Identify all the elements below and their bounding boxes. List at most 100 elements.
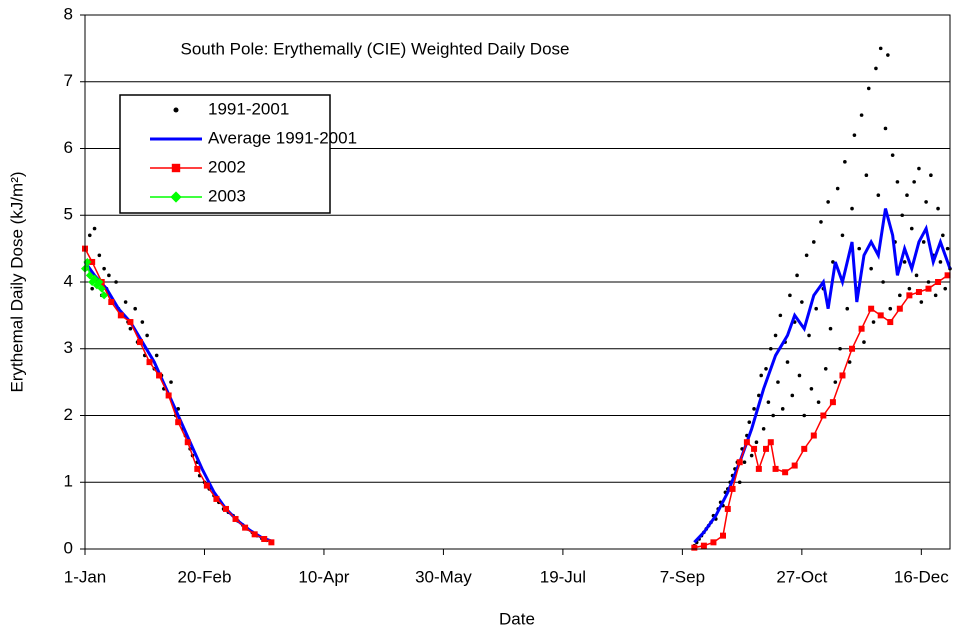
point [780,407,785,411]
x-tick-label: 30-May [415,567,472,586]
point [763,445,770,452]
point [909,226,914,231]
point [941,233,945,238]
point [925,285,932,292]
point [878,46,883,51]
point [896,305,903,312]
point [852,133,857,137]
x-tick-label: 7-Sep [660,567,705,586]
point [933,293,938,298]
point [710,539,717,546]
point [761,427,766,431]
point [888,306,893,311]
point [128,326,133,331]
point [847,360,852,364]
point [814,306,818,311]
point [871,320,876,324]
point [858,325,865,332]
point [719,532,726,539]
point [800,300,804,304]
point [95,278,104,286]
y-tick-label: 6 [64,138,73,157]
point [772,465,779,472]
point [850,206,854,211]
point [773,333,778,338]
point [816,400,821,404]
point [810,432,817,439]
point [724,505,731,512]
y-tick-label: 7 [64,71,73,90]
point [97,284,106,293]
point [900,213,905,218]
point [251,531,258,538]
point [935,279,942,285]
plot-border [84,14,951,550]
point [117,312,124,319]
point [905,193,909,198]
point [917,166,921,171]
point [839,372,846,379]
point [938,260,943,264]
point [232,515,239,522]
point [912,180,916,184]
point [146,359,153,366]
y-tick-label: 5 [64,205,73,224]
point [881,280,885,284]
point [801,445,808,452]
point [823,366,828,371]
point [820,412,827,419]
point [771,413,775,418]
point [795,273,799,278]
y-tick-label: 3 [64,338,73,357]
point [108,299,115,306]
point [926,280,931,284]
point [136,339,143,346]
point [919,300,924,304]
point [838,346,842,351]
point [742,460,747,465]
chart-title: South Pole: Erythemally (CIE) Weighted D… [181,39,570,58]
x-tick-label: 16-Dec [894,567,949,586]
point [907,286,912,291]
point [736,459,743,466]
point [89,258,96,265]
point [747,420,752,424]
point [165,392,172,399]
point [749,453,754,458]
point [788,293,792,298]
point [169,380,173,384]
point [743,439,750,446]
point [833,380,838,384]
point [883,126,888,131]
point [874,66,878,71]
point [140,320,145,324]
point [154,353,159,358]
point [123,300,128,304]
point [869,266,873,271]
point [862,340,866,344]
point [898,293,902,298]
point [97,253,102,258]
point [868,305,875,312]
point [914,273,919,278]
point [843,160,847,164]
point [804,253,809,258]
point [127,319,134,326]
x-tick-label: 19-Jul [540,567,586,586]
point [936,206,940,211]
y-tick-label: 8 [64,4,73,23]
point [809,387,814,391]
point [752,407,756,411]
point [768,346,773,351]
point [764,366,768,371]
point [757,393,761,398]
point [261,535,268,542]
legend-marker [171,163,181,173]
point [184,439,191,446]
point [729,485,736,492]
point [782,469,789,476]
point [156,372,163,379]
x-tick-label: 10-Apr [298,567,349,586]
point [877,312,884,319]
